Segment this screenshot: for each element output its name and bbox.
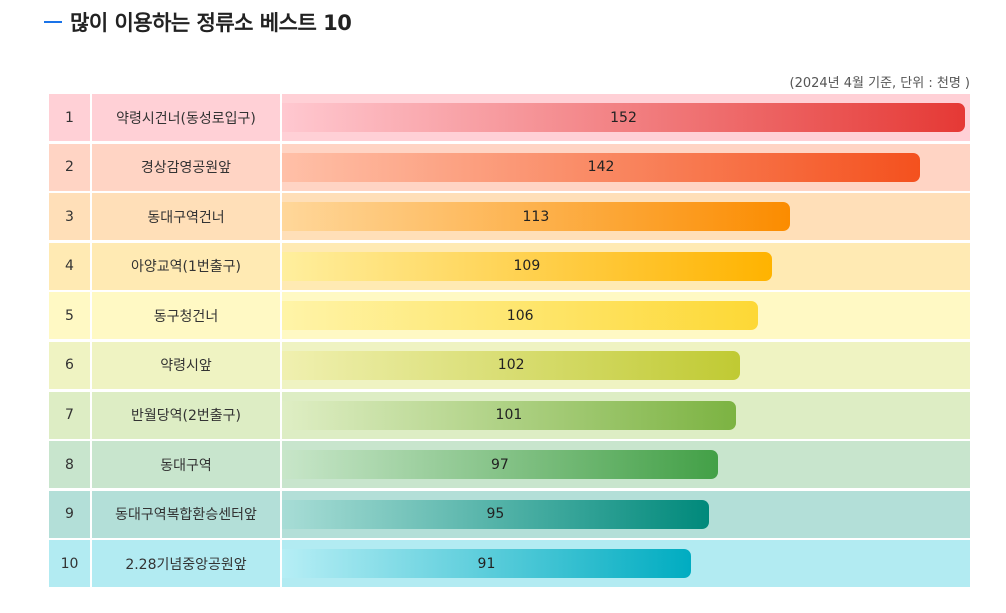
bar: 91 (282, 549, 691, 579)
bar-value-label: 106 (506, 307, 534, 324)
bar-value-label: 95 (486, 506, 505, 523)
rank-label: 4 (49, 242, 90, 290)
table-row: 1 약령시건너(동성로입구) 152 (49, 94, 970, 141)
bar-track: 113 (282, 193, 970, 241)
rank-label: 10 (49, 540, 90, 588)
rank-label: 9 (49, 490, 90, 538)
bar-track: 142 (282, 143, 970, 191)
bar-value-label: 97 (491, 456, 509, 473)
bar: 113 (282, 202, 790, 232)
stop-name-label: 동구청건너 (92, 292, 280, 340)
bar: 152 (282, 103, 965, 132)
stop-name-label: 경상감영공원앞 (92, 143, 280, 191)
bar-value-label: 113 (522, 208, 550, 225)
bar-track: 101 (282, 391, 970, 439)
bar: 102 (282, 350, 741, 380)
rank-label: 7 (49, 391, 90, 439)
bar-track: 95 (282, 490, 970, 538)
bar: 97 (282, 450, 718, 480)
table-row: 8 동대구역 97 (49, 441, 970, 489)
table-row: 10 2.28기념중앙공원앞 91 (49, 540, 970, 588)
bar-track: 102 (282, 341, 970, 389)
bar-track: 152 (282, 94, 970, 141)
stop-name-label: 반월당역(2번출구) (92, 391, 280, 439)
title-dash-icon (44, 21, 62, 23)
rank-label: 1 (49, 94, 90, 141)
bar-track: 91 (282, 540, 970, 588)
bar-track: 106 (282, 292, 970, 340)
table-row: 9 동대구역복합환승센터앞 95 (49, 490, 970, 538)
bar: 101 (282, 400, 736, 430)
rank-label: 8 (49, 441, 90, 489)
bar-value-label: 91 (477, 555, 496, 572)
unit-note: (2024년 4월 기준, 단위 : 천명 ) (789, 76, 971, 91)
bar-value-label: 102 (497, 357, 525, 374)
table-row: 3 동대구역건너 113 (49, 193, 970, 241)
table-row: 6 약령시앞 102 (49, 341, 970, 389)
bar-track: 109 (282, 242, 970, 290)
bar-track: 97 (282, 441, 970, 489)
rank-label: 5 (49, 292, 90, 340)
bar: 95 (282, 499, 709, 529)
bar-value-label: 142 (587, 159, 615, 176)
chart-title-group: 많이 이용하는 정류소 베스트 10 (44, 6, 352, 38)
bar: 106 (282, 301, 759, 331)
table-row: 2 경상감영공원앞 142 (49, 143, 970, 191)
rank-label: 2 (49, 143, 90, 191)
table-row: 7 반월당역(2번출구) 101 (49, 391, 970, 439)
stop-name-label: 아양교역(1번출구) (92, 242, 280, 290)
bar-value-label: 152 (610, 109, 637, 126)
bar-value-label: 109 (513, 258, 541, 275)
bar-value-label: 101 (495, 407, 523, 424)
stop-name-label: 2.28기념중앙공원앞 (92, 540, 280, 588)
ranking-table: 1 약령시건너(동성로입구) 152 2 경상감영공원앞 142 3 동대구역건너 113 4 아양… (49, 94, 970, 590)
stop-name-label: 약령시앞 (92, 341, 280, 389)
chart-title: 많이 이용하는 정류소 베스트 10 (70, 11, 352, 35)
stop-name-label: 동대구역복합환승센터앞 (92, 490, 280, 538)
bar: 109 (282, 251, 772, 281)
stop-name-label: 동대구역 (92, 441, 280, 489)
table-row: 5 동구청건너 106 (49, 292, 970, 340)
stop-name-label: 동대구역건너 (92, 193, 280, 241)
rank-label: 3 (49, 193, 90, 241)
rank-label: 6 (49, 341, 90, 389)
stop-name-label: 약령시건너(동성로입구) (92, 94, 280, 141)
bar: 142 (282, 152, 921, 182)
table-row: 4 아양교역(1번출구) 109 (49, 242, 970, 290)
